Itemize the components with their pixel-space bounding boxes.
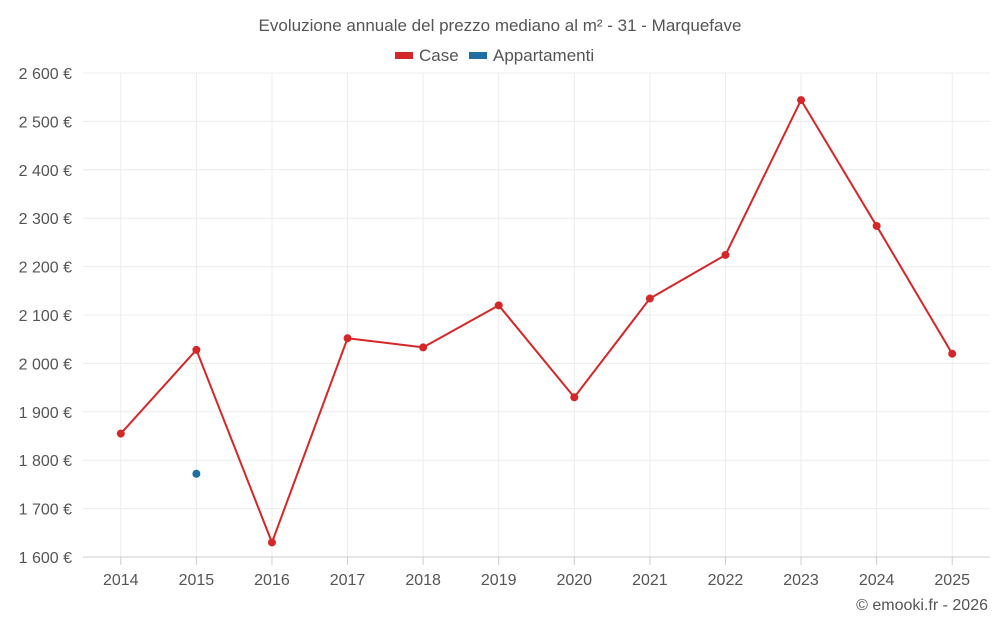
data-point-case[interactable] — [494, 301, 503, 310]
series-layer — [116, 96, 957, 547]
data-point-case[interactable] — [797, 96, 806, 105]
x-tick-label: 2023 — [783, 572, 819, 589]
data-point-case[interactable] — [419, 343, 428, 352]
series-line-case — [120, 99, 954, 544]
data-point-appartamenti[interactable] — [192, 469, 201, 478]
x-axis: 2014 2015 2016 2017 2018 2019 2020 2021 2022 2023… — [83, 556, 990, 589]
y-tick-label: 2 000 € — [19, 356, 72, 373]
y-tick-label: 2 200 € — [19, 260, 72, 277]
y-tick-label: 1 900 € — [19, 405, 72, 422]
data-point-case[interactable] — [948, 349, 957, 358]
x-tick-label: 2015 — [179, 572, 215, 589]
y-tick-label: 1 700 € — [19, 502, 72, 519]
y-tick-label: 2 600 € — [19, 66, 72, 83]
y-tick-label: 1 600 € — [19, 550, 72, 567]
data-point-case[interactable] — [570, 393, 579, 402]
series-case — [116, 96, 957, 547]
data-point-case[interactable] — [872, 221, 881, 230]
y-tick-label: 2 300 € — [19, 211, 72, 228]
legend[interactable]: Case Appartamenti — [395, 46, 594, 65]
data-point-case[interactable] — [645, 294, 654, 303]
series-appartamenti — [192, 469, 201, 478]
chart-title: Evoluzione annuale del prezzo mediano al… — [259, 16, 742, 35]
data-point-case[interactable] — [116, 429, 125, 438]
data-point-case[interactable] — [192, 345, 201, 354]
y-tick-label: 1 800 € — [19, 453, 72, 470]
y-tick-label: 2 500 € — [19, 114, 72, 131]
grid — [83, 72, 990, 558]
x-tick-label: 2014 — [103, 572, 139, 589]
x-tick-label: 2018 — [405, 572, 441, 589]
y-tick-label: 2 100 € — [19, 308, 72, 325]
legend-swatch-case — [395, 52, 413, 59]
x-tick-label: 2019 — [481, 572, 517, 589]
x-tick-label: 2025 — [934, 572, 970, 589]
legend-swatch-appartamenti — [469, 52, 487, 59]
x-tick-label: 2021 — [632, 572, 668, 589]
x-tick-label: 2017 — [330, 572, 366, 589]
data-point-case[interactable] — [343, 334, 352, 343]
legend-label-case[interactable]: Case — [419, 46, 459, 65]
data-point-case[interactable] — [267, 538, 276, 547]
data-point-case[interactable] — [721, 250, 730, 259]
x-tick-label: 2016 — [254, 572, 290, 589]
x-tick-label: 2020 — [556, 572, 592, 589]
legend-label-appartamenti[interactable]: Appartamenti — [493, 46, 594, 65]
y-tick-label: 2 400 € — [19, 163, 72, 180]
credit-text: © emooki.fr - 2026 — [856, 597, 988, 614]
x-tick-label: 2022 — [708, 572, 744, 589]
y-axis: 1 600 € 1 700 € 1 800 € 1 900 € 2 000 € 2 100… — [19, 66, 72, 567]
x-tick-label: 2024 — [859, 572, 895, 589]
